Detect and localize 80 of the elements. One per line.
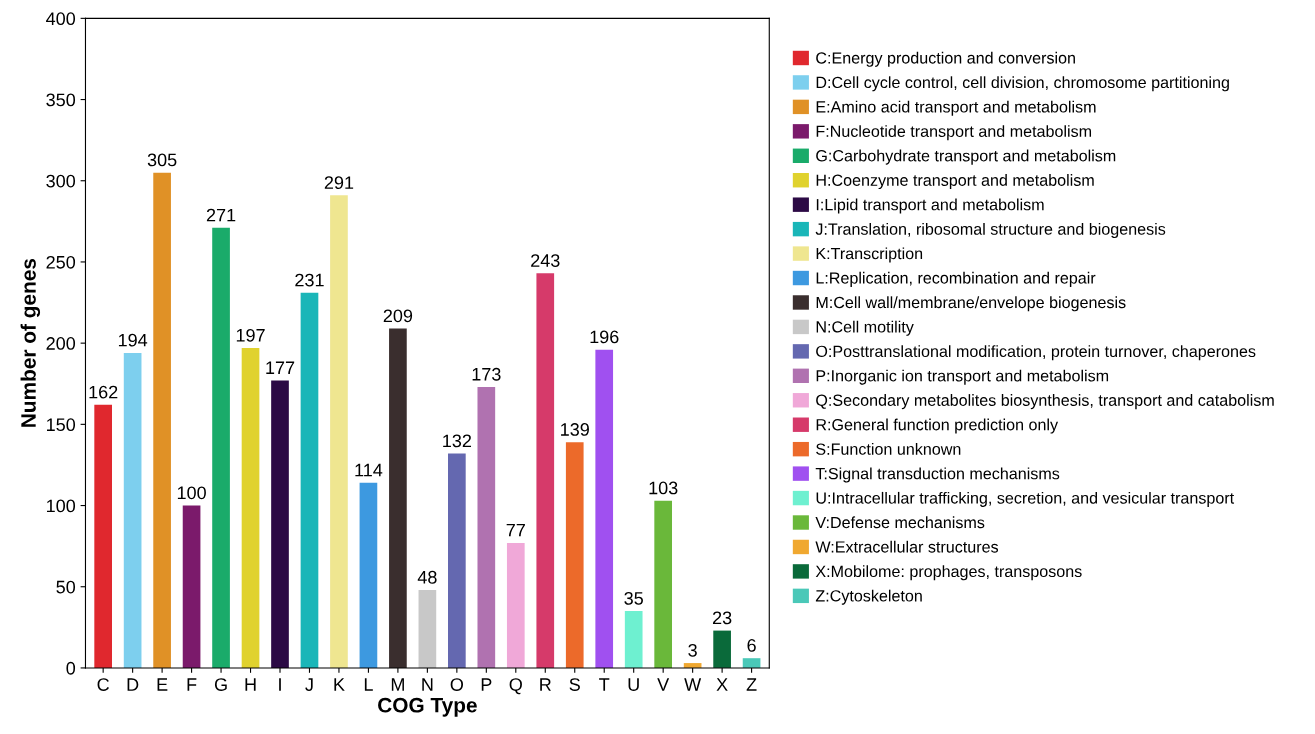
legend-label: K:Transcription (816, 247, 923, 263)
legend-label: L:Replication, recombination and repair (816, 271, 1096, 287)
y-tick-label: 300 (46, 174, 76, 188)
x-tick-label: P (481, 678, 492, 691)
legend-label: O:Posttranslational modification, protein turnover, chaperones (816, 345, 1256, 361)
data-label: 196 (590, 330, 619, 344)
data-label: 35 (624, 591, 643, 605)
data-label: 114 (355, 463, 383, 477)
x-tick-label: J (305, 678, 313, 691)
legend-label: Q:Secondary metabolites biosynthesis, transport and catabolism (816, 394, 1274, 410)
legend-label: I:Lipid transport and metabolism (816, 198, 1044, 214)
data-label: 103 (649, 481, 678, 495)
legend-label: C:Energy production and conversion (816, 51, 1075, 67)
data-label: 305 (147, 153, 177, 167)
x-tick-label: F (187, 678, 197, 691)
y-tick-label: 350 (46, 93, 76, 107)
x-tick-label: I (279, 678, 281, 691)
data-label: 231 (295, 273, 324, 287)
data-label: 139 (561, 423, 589, 436)
data-label: 3 (688, 643, 697, 657)
data-label: 6 (747, 639, 756, 652)
y-tick-label: 150 (47, 418, 76, 432)
data-label: 48 (417, 570, 437, 584)
y-tick-label: 50 (56, 580, 76, 594)
legend-label: W:Extracellular structures (815, 540, 999, 553)
data-label: 162 (89, 385, 118, 399)
legend-label: U:Intracellular trafficking, secretion, and vesicular transport (816, 491, 1235, 507)
data-label: 132 (443, 434, 472, 448)
y-tick-label: 100 (47, 499, 76, 513)
data-label: 23 (712, 611, 732, 625)
x-tick-label: V (657, 678, 670, 691)
x-tick-label: W (684, 678, 702, 691)
data-label: 77 (506, 523, 525, 537)
x-tick-label: T (599, 678, 610, 691)
x-tick-label: R (540, 678, 551, 691)
legend-label: G:Carbohydrate transport and metabolism (816, 149, 1116, 165)
legend-label: S:Function unknown (816, 443, 961, 455)
x-tick-label: Z (746, 678, 757, 691)
x-tick-label: U (628, 678, 639, 691)
x-axis-title: COG Type (378, 697, 477, 717)
x-tick-label: L (364, 678, 373, 691)
legend-label: T:Signal transduction mechanisms (815, 467, 1060, 483)
legend-label: P:Inorganic ion transport and metabolism (816, 369, 1109, 385)
x-tick-label: H (245, 678, 256, 691)
x-tick-label: O (450, 678, 464, 691)
legend-label: N:Cell motility (816, 320, 914, 336)
y-tick-label: 0 (66, 661, 76, 675)
legend-label: M:Cell wall/membrane/envelope biogenesis (816, 296, 1126, 312)
y-tick-label: 250 (46, 255, 76, 269)
data-label: 243 (531, 254, 560, 267)
legend-label: R:General function prediction only (816, 418, 1059, 434)
legend-label: H:Coenzyme transport and metabolism (816, 174, 1094, 190)
legend-label: J:Translation, ribosomal structure and biogenesis (815, 222, 1166, 238)
x-tick-label: G (214, 678, 227, 691)
legend-label: E:Amino acid transport and metabolism (816, 100, 1096, 116)
x-tick-label: C (97, 678, 109, 691)
x-tick-label: D (127, 678, 139, 691)
data-label: 194 (118, 333, 148, 347)
data-label: 291 (324, 176, 354, 190)
data-label: 209 (383, 309, 413, 323)
x-tick-label: S (569, 678, 580, 691)
y-tick-label: 200 (46, 337, 76, 350)
x-tick-label: Q (509, 678, 522, 695)
x-tick-label: N (422, 678, 433, 691)
data-label: 271 (206, 208, 236, 222)
legend-label: D:Cell cycle control, cell division, chromosome partitioning (816, 76, 1229, 92)
legend-label: V:Defense mechanisms (815, 516, 985, 529)
legend-label: F:Nucleotide transport and metabolism (816, 125, 1092, 141)
data-label: 197 (236, 328, 265, 342)
legend-label: X:Mobilome: prophages, transposons (815, 565, 1082, 581)
x-tick-label: X (716, 678, 728, 691)
data-label: 100 (177, 486, 206, 500)
x-tick-label: E (157, 678, 168, 691)
x-tick-label: M (391, 678, 404, 691)
y-axis-title: Number of genes (20, 258, 41, 427)
data-label: 177 (266, 361, 295, 374)
x-tick-label: K (334, 678, 345, 691)
y-tick-label: 400 (46, 12, 76, 26)
data-label: 173 (472, 367, 501, 381)
legend-label: Z:Cytoskeleton (815, 589, 922, 605)
